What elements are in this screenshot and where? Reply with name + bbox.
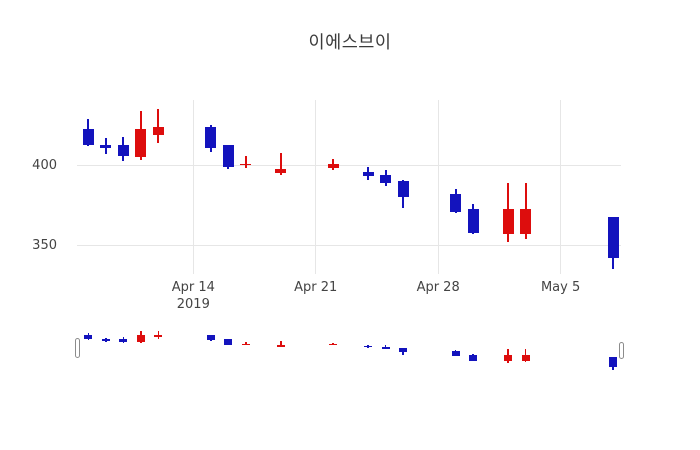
x-tick-label: Apr 28 [416,280,460,295]
rangeslider-candle-body [136,335,145,343]
candle-body [135,128,147,158]
x-gridline [437,100,439,274]
rangeslider-left-handle[interactable] [74,338,80,358]
candle-body [380,174,392,183]
candle-body [397,181,409,198]
rangeslider-candle-body [469,354,478,361]
rangeslider-candle-body [399,348,408,353]
y-tick-label: 350 [32,237,57,253]
rangeslider-candle-body [241,343,250,346]
candle-body [240,163,252,166]
candle-body [327,163,339,169]
chart-title: 이에스브이 [308,33,392,53]
rangeslider-candle-body [504,354,513,362]
rangeslider-candle-body [119,339,128,342]
rangeslider-candle-body [329,343,338,346]
candle-wick [157,109,160,143]
x-gridline [560,100,562,274]
rangeslider-candle-body [381,346,390,349]
candle-wick [244,155,247,169]
rangeslider-candle-body [84,335,93,340]
candle-body [205,126,217,148]
x-tick-label: Apr 21 [294,280,338,295]
candle-body [152,126,164,135]
x-gridline [315,100,317,274]
rangeslider-candle-body [206,334,215,340]
y-tick-label: 400 [32,157,57,173]
candle-body [502,208,514,235]
rangeslider-candle-body [154,334,163,337]
rangeslider-candle-wick [280,341,282,347]
candle-wick [279,152,282,175]
candle-body [362,171,374,177]
rangeslider-candle-body [364,345,373,348]
y-gridline [77,164,621,166]
y-gridline [77,244,621,246]
x-tick-label: May 5 [540,280,581,295]
rangeslider-candle-body [276,345,285,347]
rangeslider-candle-body [224,339,233,345]
rangeslider-candle-body [451,351,460,356]
candle-body [275,168,287,174]
candle-body [117,144,129,156]
rangeslider-candle-wick [245,341,247,346]
candle-body [520,208,532,235]
candle-body [607,216,619,259]
rangeslider-candle-body [521,354,530,362]
rangeslider-candle-body [101,339,110,341]
candle-body [450,194,462,212]
x-tick-label: Apr 14 [171,280,215,295]
candle-body [100,144,112,148]
rangeslider-candle-wick [157,330,160,339]
x-tick-label: 2019 [176,297,210,312]
candle-body [467,208,479,233]
candle-body [82,128,94,145]
rangeslider-candle-body [609,356,618,367]
rangeslider-right-handle[interactable] [618,342,624,359]
candle-body [222,144,234,167]
x-gridline [192,100,194,274]
